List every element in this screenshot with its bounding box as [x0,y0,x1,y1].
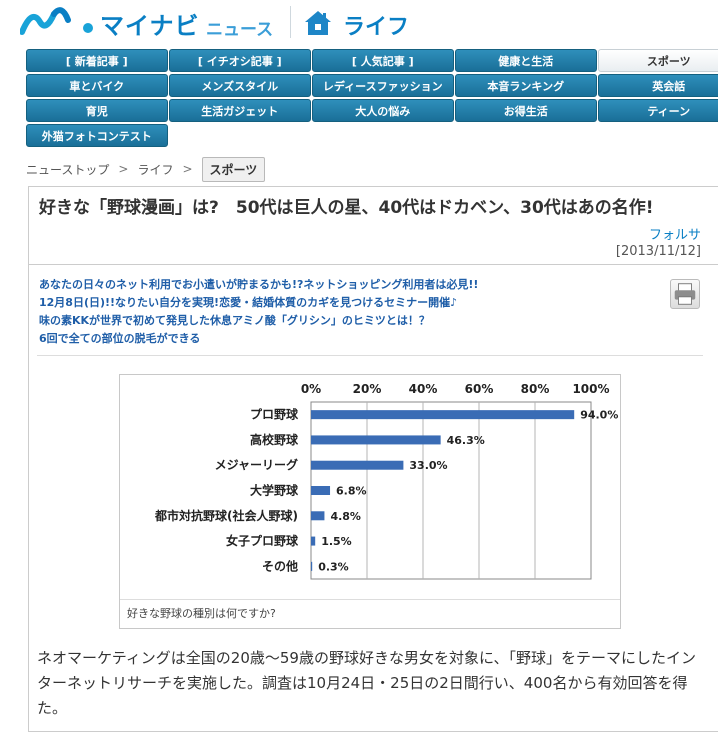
chart-caption-divider [120,599,620,600]
breadcrumb-separator: > [182,162,193,176]
article-date: [2013/11/12] [615,244,701,259]
article-body: ネオマーケティングは全国の20歳～59歳の野球好きな男女を対象に、「野球」をテー… [37,649,697,717]
article-title: 好きな「野球漫画」は? 50代は巨人の星、40代はドカベン、30代はあの名作! [39,198,654,218]
bar [311,511,325,521]
nav-item[interactable]: 英会話 [598,74,718,97]
header-divider [290,6,291,38]
nav-item[interactable]: [ イチオシ記事 ] [169,49,311,72]
nav-item[interactable]: 本音ランキング [455,74,597,97]
nav-item[interactable]: レディースファッション [312,74,454,97]
x-tick-label: 100% [572,382,609,396]
bar [311,435,441,445]
promo-link[interactable]: 12月8日(日)!!なりたい自分を実現!恋愛・結婚体質のカギを見つけるセミナー開… [39,296,458,309]
promo-link[interactable]: 味の素KKが世界で初めて発見した休息アミノ酸「グリシン」のヒミツとは！？ [39,314,430,327]
nav-item[interactable]: スポーツ [598,49,718,72]
nav-item[interactable]: 育児 [26,99,168,122]
x-tick-label: 60% [465,382,494,396]
value-label: 94.0% [580,409,618,422]
plot-area [310,401,592,580]
nav-item[interactable]: 大人の悩み [312,99,454,122]
house-icon [305,11,331,35]
print-icon[interactable] [670,279,700,309]
value-label: 4.8% [330,510,361,523]
nav-item[interactable]: 車とバイク [26,74,168,97]
nav-item[interactable]: [ 人気記事 ] [312,49,454,72]
value-label: 1.5% [321,535,352,548]
breadcrumb: ニューストップ > ライフ > スポーツ [26,156,266,182]
bar [311,561,313,571]
category-label: 女子プロ野球 [226,533,299,548]
nav-item[interactable]: お得生活 [455,99,597,122]
value-label: 6.8% [336,485,367,498]
category-label: プロ野球 [250,407,299,422]
x-tick-label: 0% [301,382,321,396]
x-tick-label: 20% [353,382,382,396]
article-header: 好きな「野球漫画」は? 50代は巨人の星、40代はドカベン、30代はあの名作! … [29,187,718,265]
value-label: 46.3% [447,434,485,447]
nav-item[interactable]: メンズスタイル [169,74,311,97]
nav-item[interactable]: 健康と生活 [455,49,597,72]
promo-link[interactable]: 6回で全ての部位の脱毛ができる [39,332,201,345]
nav-item[interactable]: [ 新着記事 ] [26,49,168,72]
category-label: その他 [262,558,298,573]
breadcrumb-current: スポーツ [201,156,266,182]
nav-item[interactable]: 外猫フォトコンテスト [26,124,168,147]
nav-item[interactable]: ティーン [598,99,718,122]
section-title[interactable]: ライフ [343,15,410,40]
promo-links: あなたの日々のネット利用でお小遣いが貯まるかも!?ネットショッピング利用者は必見… [39,276,478,348]
category-label: メジャーリーグ [215,457,298,472]
nav-item[interactable]: 生活ガジェット [169,99,311,122]
promo-link[interactable]: あなたの日々のネット利用でお小遣いが貯まるかも!?ネットショッピング利用者は必見… [39,278,479,291]
bar [311,410,575,420]
bar-chart: 0% 20% 40% 60% 80% 100% プロ野球 94.0% 高校野球 46.3% メジャー… [154,382,618,580]
category-label: 高校野球 [250,432,299,447]
promo-divider [37,355,703,356]
category-label: 大学野球 [250,483,299,498]
article: 好きな「野球漫画」は? 50代は巨人の星、40代はドカベン、30代はあの名作! … [28,186,718,732]
breadcrumb-news-top[interactable]: ニューストップ [26,162,110,177]
site-header: マイナビ ニュース ライフ [0,0,718,46]
brand-subtitle[interactable]: ニュース [206,20,274,40]
category-label: 都市対抗野球(社会人野球) [154,508,298,523]
mynavi-logo-icon[interactable] [20,6,96,36]
value-label: 0.3% [318,560,349,573]
breadcrumb-separator: > [118,162,129,176]
x-tick-label: 40% [409,382,438,396]
bar [311,486,331,495]
bar [311,536,316,546]
breadcrumb-life[interactable]: ライフ [137,162,174,177]
chart-caption: 好きな野球の種別は何ですか? [127,607,276,620]
brand-name[interactable]: マイナビ [100,12,200,40]
bar [311,460,404,470]
value-label: 33.0% [409,459,447,472]
survey-chart: 0% 20% 40% 60% 80% 100% プロ野球 94.0% 高校野球 46.3% メジャー… [119,374,621,629]
x-tick-label: 80% [521,382,550,396]
article-author[interactable]: フォルサ [648,228,701,243]
